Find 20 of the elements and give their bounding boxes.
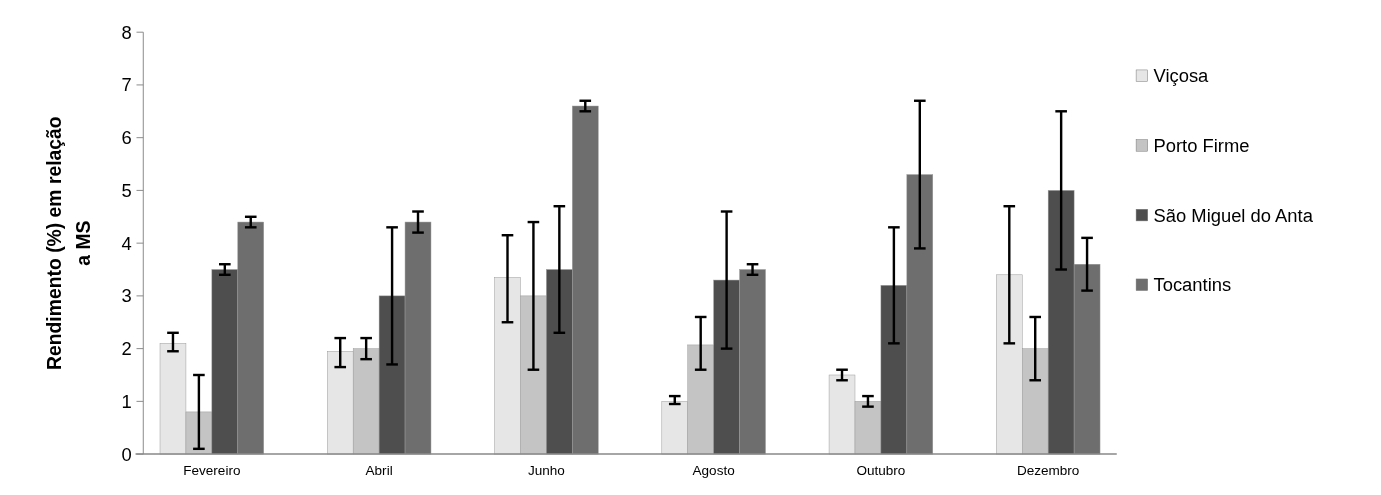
- y-axis-title: Rendimento (%) em relação a MS: [43, 116, 95, 370]
- y-tick-label: 6: [121, 127, 132, 149]
- y-tick-label: 8: [121, 21, 132, 43]
- x-tick-label: Junho: [527, 463, 565, 479]
- legend-label: São Miguel do Anta: [1153, 204, 1314, 226]
- x-tick-label: Fevereiro: [183, 463, 241, 479]
- y-tick-label: 5: [121, 179, 132, 201]
- x-tick-label: Abril: [365, 463, 393, 479]
- x-tick-label: Agosto: [692, 463, 735, 479]
- legend-label: Porto Firme: [1153, 134, 1250, 156]
- y-tick-label: 7: [121, 74, 132, 96]
- y-tick-label: 3: [121, 285, 132, 307]
- y-tick-label: 0: [121, 443, 132, 465]
- y-tick-label: 4: [121, 232, 132, 254]
- x-tick-label: Outubro: [856, 463, 906, 479]
- legend-label: Tocantins: [1153, 274, 1232, 296]
- legend-label: Viçosa: [1153, 65, 1210, 87]
- x-tick-label: Dezembro: [1016, 463, 1080, 479]
- y-tick-label: 1: [121, 390, 132, 412]
- y-tick-label: 2: [121, 338, 132, 360]
